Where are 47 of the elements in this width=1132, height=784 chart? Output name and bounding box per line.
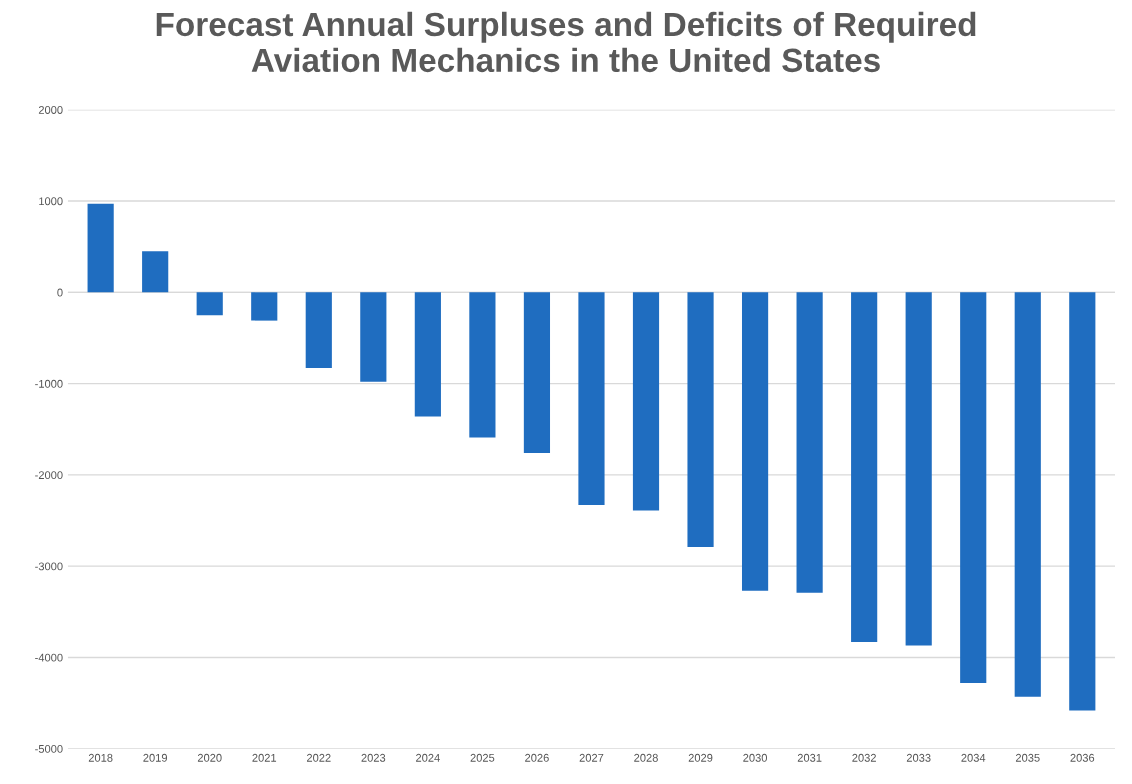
x-tick-label: 2031: [797, 753, 822, 762]
x-tick-label: 2030: [743, 753, 767, 762]
bar: [142, 251, 169, 293]
chart-title: Forecast Annual Surpluses and Deficits of Required Aviation Mechanics in the United States: [156, 11, 976, 73]
bar: [741, 292, 769, 591]
x-tick-label: 2019: [143, 753, 168, 762]
y-tick-label: 2000: [38, 106, 63, 114]
bar: [851, 292, 878, 642]
y-tick-label: -5000: [35, 744, 63, 753]
x-tick-label: 2025: [470, 753, 495, 762]
x-tick-label: 2033: [906, 753, 931, 762]
x-tick-label: 2024: [416, 753, 440, 762]
x-tick-label: 2020: [197, 753, 222, 762]
x-tick-label: 2034: [961, 753, 986, 762]
bar: [360, 292, 387, 382]
x-tick-label: 2036: [1070, 753, 1095, 762]
x-tick-label: 2023: [361, 753, 386, 762]
y-tick-label: -4000: [35, 653, 63, 662]
bar: [469, 292, 496, 438]
bar: [687, 292, 714, 547]
bar: [251, 292, 278, 321]
y-tick-label: -2000: [35, 471, 63, 480]
x-tick-label: 2028: [634, 753, 658, 762]
bar: [905, 292, 932, 646]
x-tick-label: 2026: [525, 753, 549, 762]
bar: [1014, 292, 1041, 697]
y-tick-label: -1000: [35, 379, 63, 388]
y-tick-label: 1000: [39, 197, 63, 206]
bar: [632, 292, 660, 511]
x-tick-label: 2032: [852, 753, 876, 762]
x-tick-label: 2035: [1015, 753, 1040, 762]
x-tick-label: 2029: [688, 753, 713, 762]
bar: [578, 292, 605, 505]
bar: [796, 292, 823, 593]
y-tick-label: 0: [57, 288, 63, 297]
x-tick-label: 2022: [306, 753, 331, 762]
bar: [196, 292, 223, 316]
x-tick-label: 2021: [252, 753, 277, 762]
bar: [414, 292, 441, 417]
y-tick-label: -3000: [35, 562, 63, 571]
bar: [523, 292, 551, 453]
x-tick-label: 2018: [88, 753, 113, 762]
bar: [960, 292, 987, 683]
bar: [87, 203, 114, 293]
x-tick-label: 2027: [579, 753, 604, 762]
bar: [1069, 292, 1096, 711]
bar: [305, 292, 332, 369]
